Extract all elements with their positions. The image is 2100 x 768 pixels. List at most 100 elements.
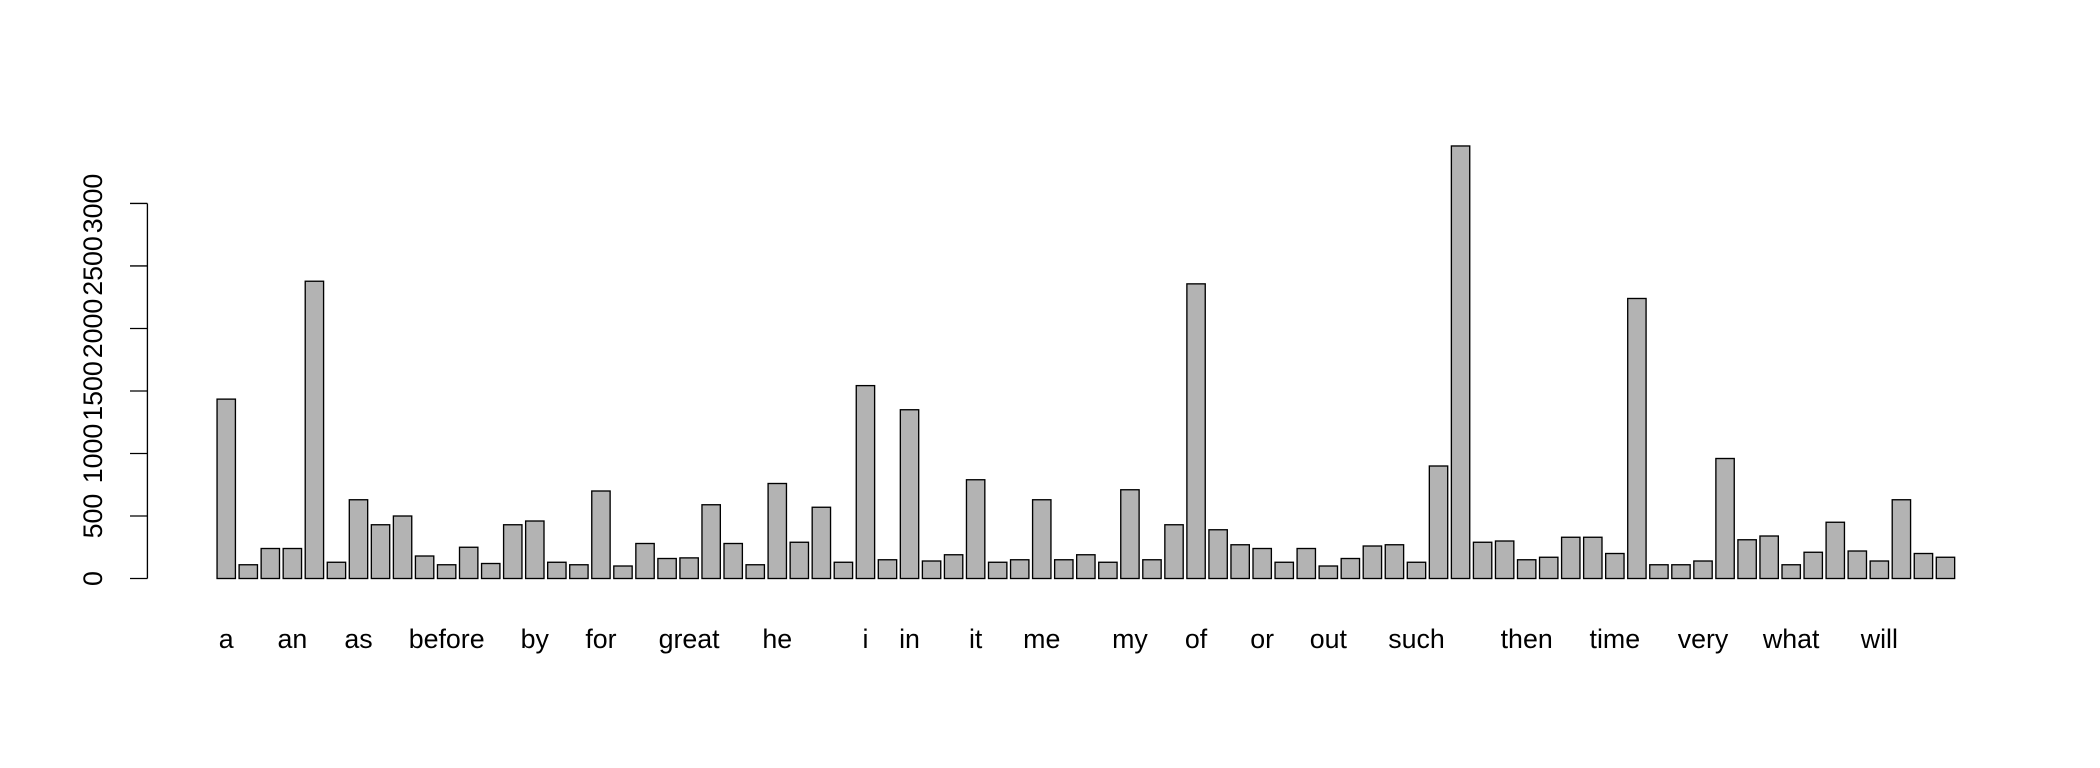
bar [965, 479, 986, 580]
bar [1009, 559, 1030, 580]
bar [1472, 541, 1493, 580]
bar [1318, 565, 1339, 580]
x-tick-label: great [659, 624, 721, 654]
bar [987, 561, 1008, 580]
x-tick-label: out [1310, 624, 1348, 654]
bar [326, 561, 347, 580]
bar [1340, 557, 1361, 580]
bar [723, 542, 744, 580]
bar [1913, 552, 1934, 580]
x-tick-label: as [344, 624, 372, 654]
y-tick-label: 2500 [78, 236, 108, 296]
x-tick-label: he [762, 624, 792, 654]
bar [635, 542, 655, 580]
bar [1384, 544, 1405, 580]
x-tick-label: a [219, 624, 234, 654]
bar [458, 546, 479, 580]
x-tick-label: in [899, 624, 920, 654]
y-tick-label: 1000 [78, 424, 108, 484]
bar [1164, 524, 1184, 580]
bar [1891, 499, 1912, 580]
bar [1450, 145, 1471, 580]
bar [1208, 529, 1228, 580]
bar [1649, 564, 1669, 580]
bar [745, 564, 766, 580]
y-tick-label: 0 [78, 571, 108, 586]
bar [767, 482, 788, 580]
x-tick-label: what [1762, 624, 1820, 654]
bar [1759, 535, 1779, 580]
bar [1737, 539, 1757, 580]
x-tick-label: such [1388, 624, 1445, 654]
bar [524, 520, 545, 580]
bar [1076, 554, 1096, 580]
x-tick-label: of [1185, 624, 1208, 654]
bar [502, 524, 523, 580]
bar [238, 564, 259, 580]
bar [855, 384, 876, 580]
bar [414, 555, 435, 580]
bar [1494, 540, 1515, 580]
bar [1604, 552, 1625, 580]
y-tick-label: 1500 [78, 361, 108, 421]
y-tick-label: 500 [78, 494, 108, 539]
bar [1560, 536, 1581, 580]
bar [480, 562, 501, 580]
y-tick-label: 3000 [78, 174, 108, 234]
bar [1428, 465, 1449, 580]
x-tick-label: i [862, 624, 868, 654]
bar [1935, 556, 1956, 580]
bar [613, 565, 633, 580]
x-tick-label: time [1590, 624, 1641, 654]
x-tick-label: before [409, 624, 485, 654]
bar [1230, 544, 1250, 580]
bar [1516, 559, 1537, 580]
bar [1031, 499, 1052, 580]
bar [348, 499, 369, 580]
bar [657, 557, 677, 580]
bar [1538, 556, 1559, 580]
x-tick-label: or [1250, 624, 1274, 654]
bar [1053, 559, 1074, 580]
bar [1715, 457, 1735, 580]
bar [547, 561, 567, 580]
bar [216, 398, 237, 580]
bar [877, 559, 898, 580]
bar [569, 564, 589, 580]
bar [943, 554, 964, 580]
bar [789, 541, 810, 580]
bar [1693, 560, 1713, 580]
bar [1869, 560, 1890, 580]
bar [1098, 561, 1118, 580]
x-tick-label: me [1023, 624, 1060, 654]
bar [1825, 521, 1846, 580]
bar [1252, 547, 1273, 580]
bar [1847, 550, 1868, 580]
bar [1406, 561, 1427, 580]
bar [701, 504, 722, 580]
bar [1274, 561, 1295, 580]
bar [1142, 559, 1162, 580]
x-tick-label: an [277, 624, 307, 654]
bar [679, 557, 699, 580]
x-tick-label: it [969, 624, 983, 654]
x-tick-label: for [585, 624, 616, 654]
bar [1627, 297, 1647, 580]
bar [392, 515, 413, 580]
bar [282, 547, 303, 580]
bar [921, 560, 942, 580]
y-tick-label: 2000 [78, 299, 108, 359]
bar [591, 490, 611, 580]
bar [1781, 564, 1802, 580]
x-tick-label: my [1112, 624, 1148, 654]
x-tick-label: very [1678, 624, 1729, 654]
bar [370, 524, 391, 580]
bar [1296, 547, 1317, 580]
x-tick-label: by [521, 624, 550, 654]
x-tick-label: then [1501, 624, 1553, 654]
bar [304, 280, 325, 580]
x-tick-label: will [1860, 624, 1898, 654]
bar [1362, 545, 1383, 580]
bar [833, 561, 854, 580]
